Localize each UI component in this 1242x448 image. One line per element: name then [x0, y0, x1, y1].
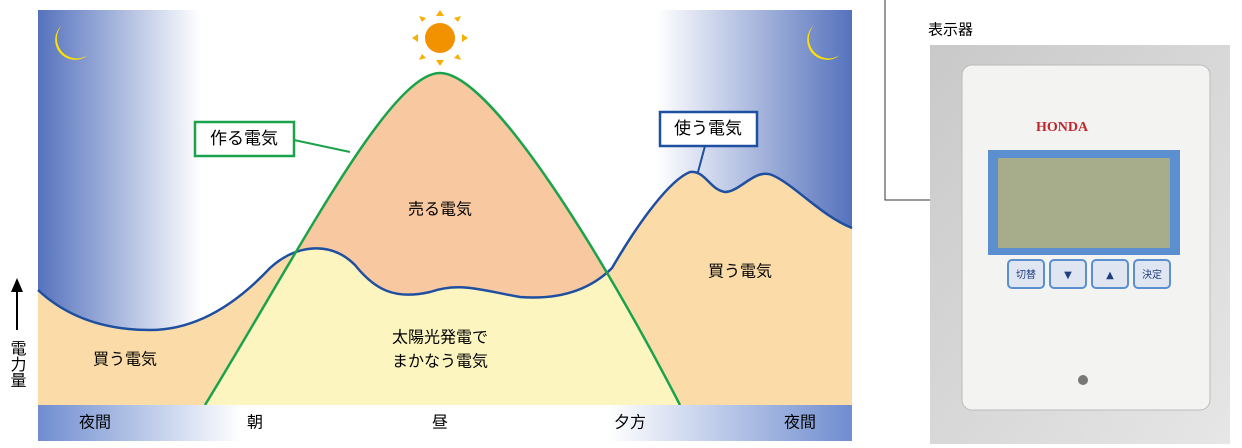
device-button: [1091, 259, 1129, 289]
knob: [1078, 375, 1088, 385]
button-label: 切替: [1016, 268, 1036, 281]
device-button: [1007, 259, 1045, 289]
time-label: 朝: [247, 413, 263, 432]
device-button: [1049, 259, 1087, 289]
use-curve: [37, 170, 853, 332]
button-label: ▲: [1106, 270, 1114, 281]
sun: [412, 10, 468, 66]
leader: [697, 145, 706, 173]
label-box: [658, 110, 759, 148]
callout-line: [884, 0, 930, 201]
device-button: [1133, 259, 1171, 289]
label-box: [193, 120, 296, 158]
label: まかなう電気: [392, 352, 488, 371]
time-label: 夜間: [784, 413, 816, 432]
time-label: 夕方: [614, 413, 646, 432]
button-label: ▼: [1064, 270, 1072, 281]
y-axis-label: 電力量: [8, 340, 27, 388]
label: 太陽光発電で: [392, 328, 488, 347]
produce-curve: [203, 71, 682, 406]
time-bar: [38, 405, 852, 441]
label: 売る電気: [408, 200, 472, 219]
label: 使う電気: [674, 118, 742, 139]
lcd: [998, 158, 1170, 248]
arrow-head: [11, 278, 23, 292]
label: 買う電気: [708, 262, 772, 281]
label: 作る電気: [210, 129, 278, 149]
button-label: 決定: [1142, 268, 1162, 281]
time-label: 昼: [432, 413, 448, 432]
photo-caption: 表示器: [928, 21, 973, 39]
label: 買う電気: [93, 350, 157, 369]
brand: HONDA: [1036, 120, 1089, 135]
leader: [293, 139, 351, 153]
time-label: 夜間: [79, 413, 111, 432]
